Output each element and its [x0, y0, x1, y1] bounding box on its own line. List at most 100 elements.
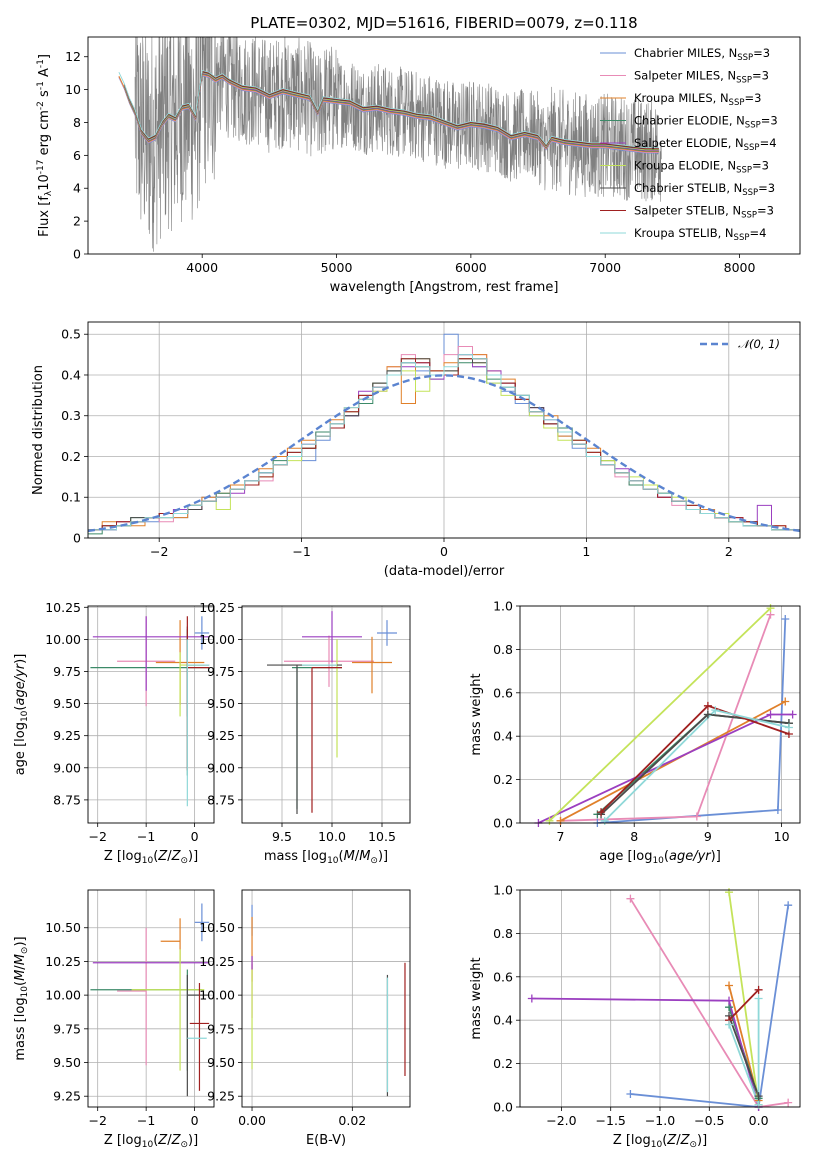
weight-line: [728, 1015, 760, 1097]
y-tick-label: 10.25: [45, 600, 81, 615]
x-tick-label: 7: [557, 829, 565, 844]
plus-marker: [781, 697, 790, 706]
x-tick-label: 2: [725, 544, 733, 559]
plus-marker: [703, 701, 712, 710]
y-tick-label: 9.50: [53, 696, 81, 711]
legend-label: Kroupa MILES, NSSP=3: [634, 91, 761, 108]
plus-marker: [725, 996, 734, 1005]
y-tick-label: 0.8: [493, 642, 513, 657]
y-tick-label: 9.75: [53, 664, 81, 679]
plus-marker: [725, 981, 734, 990]
x-tick-label: 10.5: [368, 829, 396, 844]
legend-label: 𝒩(0, 1): [738, 337, 780, 351]
y-tick-label: 0.4: [493, 729, 513, 744]
y-tick-label: 9.00: [53, 760, 81, 775]
plot-area: [118, 37, 662, 252]
y-tick-label: 8.75: [53, 792, 81, 807]
y-axis-label: mass weight: [469, 673, 484, 755]
plus-marker: [781, 615, 790, 624]
y-tick-label: 9.50: [207, 696, 235, 711]
x-tick-label: 9.5: [272, 829, 292, 844]
x-tick-label: −1.5: [596, 1113, 626, 1128]
y-tick-label: 0: [73, 531, 81, 546]
x-tick-label: 10.0: [318, 829, 346, 844]
plus-marker: [754, 985, 763, 994]
mass-vs-extinction-panel: 0.00 0.02 9.25 9.50 9.75 10.00 10.25 10.50 E(B-V…: [199, 889, 411, 1148]
y-tick-label: 9.75: [207, 664, 235, 679]
legend-label: Kroupa STELIB, NSSP=4: [634, 226, 766, 243]
y-tick-label: 10: [65, 82, 81, 97]
x-tick-label: −1: [137, 1113, 155, 1128]
y-tick-label: 9.25: [207, 728, 235, 743]
y-tick-label: 8.75: [207, 792, 235, 807]
plus-marker: [626, 894, 635, 903]
x-tick-label: 9: [704, 829, 712, 844]
axes-frame: [519, 889, 801, 1108]
y-tick-label: 9.25: [53, 728, 81, 743]
age-vs-mass-panel: 9.5 10.0 10.5 8.75 9.00 9.25 9.50 9.75 10.00 10.2…: [199, 600, 411, 866]
y-tick-label: 10.00: [45, 988, 81, 1003]
y-axis-label: mass [log10(M/M⊙)]: [13, 936, 30, 1060]
spectrum-panel: 4000 5000 6000 7000 8000 0 2 4 6 8 10 12 wavelength …: [36, 14, 801, 295]
plus-marker: [784, 901, 793, 910]
x-tick-label: −1.0: [645, 1113, 675, 1128]
y-tick-label: 9.50: [53, 1055, 81, 1070]
chart-title: PLATE=0302, MJD=51616, FIBERID=0079, z=0…: [250, 14, 637, 32]
mass-weight-vs-metallicity-panel: −2.0 −1.5 −1.0 −0.5 0.0 0.0 0.2 0.4 0.6 0.8 1.0 Z […: [469, 883, 801, 1150]
y-tick-label: 1.0: [493, 883, 513, 898]
y-tick-label: 8: [73, 115, 81, 130]
mass-vs-metallicity-panel: −2 −1 0 9.25 9.50 9.75 10.00 10.25 10.50 Z [log10…: [13, 889, 215, 1150]
weight-line: [560, 700, 786, 822]
y-tick-label: 0.6: [493, 685, 513, 700]
residual-histogram-panel: −2 −1 0 1 2 0 0.1 0.2 0.3 0.4 0.5 (data-model)/erro…: [31, 321, 801, 579]
x-axis-label: mass [log10(M/M⊙)]: [264, 849, 388, 866]
plus-marker: [527, 994, 536, 1003]
y-tick-label: 9.50: [207, 1055, 235, 1070]
y-tick-label: 0.4: [61, 367, 81, 382]
y-tick-label: 9.75: [207, 1021, 235, 1036]
y-tick-label: 10.50: [199, 920, 235, 935]
plus-marker: [626, 1089, 635, 1098]
plot-area: [90, 616, 210, 807]
y-tick-label: 10.25: [199, 954, 235, 969]
axes-frame: [241, 889, 411, 1108]
x-tick-label: 8000: [724, 260, 756, 275]
plot-area: [90, 903, 210, 1097]
y-tick-label: 10.25: [45, 954, 81, 969]
x-axis-label: Z [log10(Z/Z⊙)]: [104, 1133, 198, 1150]
x-tick-label: 6000: [455, 260, 487, 275]
legend-label: Salpeter MILES, NSSP=3: [634, 69, 769, 86]
y-tick-label: 10.00: [199, 988, 235, 1003]
normal-curve: [88, 374, 800, 533]
axes-frame: [241, 605, 411, 824]
y-tick-label: 0.2: [493, 1056, 513, 1071]
y-tick-label: 1.0: [493, 599, 513, 614]
weight-line: [728, 989, 760, 1021]
legend-label: Chabrier ELODIE, NSSP=3: [634, 114, 778, 131]
axes-frame: [87, 889, 215, 1108]
x-tick-label: 7000: [589, 260, 621, 275]
plus-marker: [754, 1092, 763, 1101]
y-tick-label: 9.75: [53, 1021, 81, 1036]
y-tick-label: 0.1: [61, 490, 81, 505]
y-tick-label: 10.50: [45, 920, 81, 935]
y-tick-label: 10.00: [199, 632, 235, 647]
x-tick-label: −1: [292, 544, 310, 559]
model-line: [118, 69, 659, 149]
plus-marker: [725, 1020, 734, 1029]
x-tick-label: 0: [191, 1113, 199, 1128]
x-axis-label: (data-model)/error: [384, 564, 505, 579]
y-tick-label: 2: [73, 214, 81, 229]
x-tick-label: −0.5: [694, 1113, 724, 1128]
weight-line: [728, 892, 760, 1105]
weight-line: [629, 898, 789, 1107]
y-tick-label: 12: [65, 49, 81, 64]
age-vs-metallicity-panel: −2 −1 0 8.75 9.00 9.25 9.50 9.75 10.00 10.25 Z [lo…: [13, 600, 215, 866]
plus-marker: [784, 723, 793, 732]
x-tick-label: −2: [150, 544, 168, 559]
histogram-step: [88, 354, 800, 538]
x-tick-label: 8: [630, 829, 638, 844]
y-axis-label: age [log10(age/yr)]: [13, 654, 30, 776]
y-axis-label: Normed distribution: [31, 365, 46, 495]
